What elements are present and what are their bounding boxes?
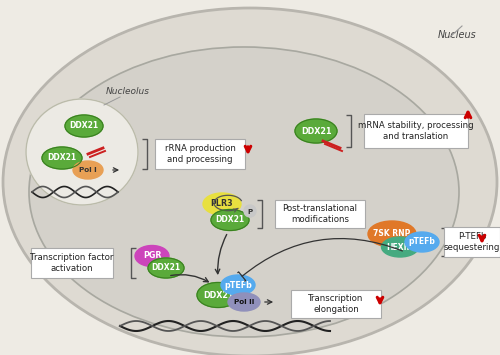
Text: Transcription
elongation: Transcription elongation bbox=[308, 294, 364, 314]
Ellipse shape bbox=[135, 246, 169, 267]
Text: 7SK RNP: 7SK RNP bbox=[374, 229, 410, 239]
Text: mRNA stability, processing
and translation: mRNA stability, processing and translati… bbox=[358, 121, 474, 141]
Ellipse shape bbox=[148, 258, 184, 278]
Text: DDX21: DDX21 bbox=[216, 215, 244, 224]
Ellipse shape bbox=[211, 209, 249, 230]
Ellipse shape bbox=[203, 193, 241, 215]
FancyBboxPatch shape bbox=[275, 200, 365, 228]
Text: PGR: PGR bbox=[143, 251, 161, 261]
Ellipse shape bbox=[368, 221, 416, 247]
Text: P-TEFb
sequestering: P-TEFb sequestering bbox=[444, 232, 500, 252]
Ellipse shape bbox=[221, 275, 255, 295]
Text: Post-translational
modifications: Post-translational modifications bbox=[282, 204, 358, 224]
Text: DDX21: DDX21 bbox=[70, 121, 98, 131]
Ellipse shape bbox=[382, 237, 418, 257]
Ellipse shape bbox=[228, 293, 260, 311]
FancyBboxPatch shape bbox=[444, 227, 500, 257]
FancyBboxPatch shape bbox=[364, 114, 468, 148]
FancyBboxPatch shape bbox=[155, 139, 245, 169]
Text: DDX21: DDX21 bbox=[152, 263, 180, 273]
Text: PLR3: PLR3 bbox=[210, 200, 234, 208]
Text: Transcription factor
activation: Transcription factor activation bbox=[30, 253, 114, 273]
Ellipse shape bbox=[65, 115, 103, 137]
Text: Pol II: Pol II bbox=[234, 299, 254, 305]
Text: DDX21: DDX21 bbox=[48, 153, 76, 163]
Text: HEXIM: HEXIM bbox=[386, 242, 414, 251]
Text: pTEFb: pTEFb bbox=[224, 280, 252, 289]
Ellipse shape bbox=[197, 283, 239, 307]
FancyBboxPatch shape bbox=[291, 290, 381, 318]
Ellipse shape bbox=[3, 8, 497, 355]
Text: Pol I: Pol I bbox=[79, 167, 97, 173]
FancyBboxPatch shape bbox=[31, 248, 113, 278]
Ellipse shape bbox=[295, 119, 337, 143]
Text: DDX21: DDX21 bbox=[203, 290, 233, 300]
Ellipse shape bbox=[42, 147, 82, 169]
Ellipse shape bbox=[405, 232, 439, 252]
Circle shape bbox=[244, 205, 256, 217]
Text: pTEFb: pTEFb bbox=[408, 237, 436, 246]
Text: DDX21: DDX21 bbox=[301, 126, 331, 136]
Ellipse shape bbox=[29, 47, 459, 337]
Ellipse shape bbox=[26, 99, 138, 205]
Text: P: P bbox=[248, 208, 252, 214]
Text: rRNA production
and processing: rRNA production and processing bbox=[164, 144, 236, 164]
Text: Nucleolus: Nucleolus bbox=[106, 87, 150, 96]
Text: Nucleus: Nucleus bbox=[438, 30, 477, 40]
Ellipse shape bbox=[73, 161, 103, 179]
